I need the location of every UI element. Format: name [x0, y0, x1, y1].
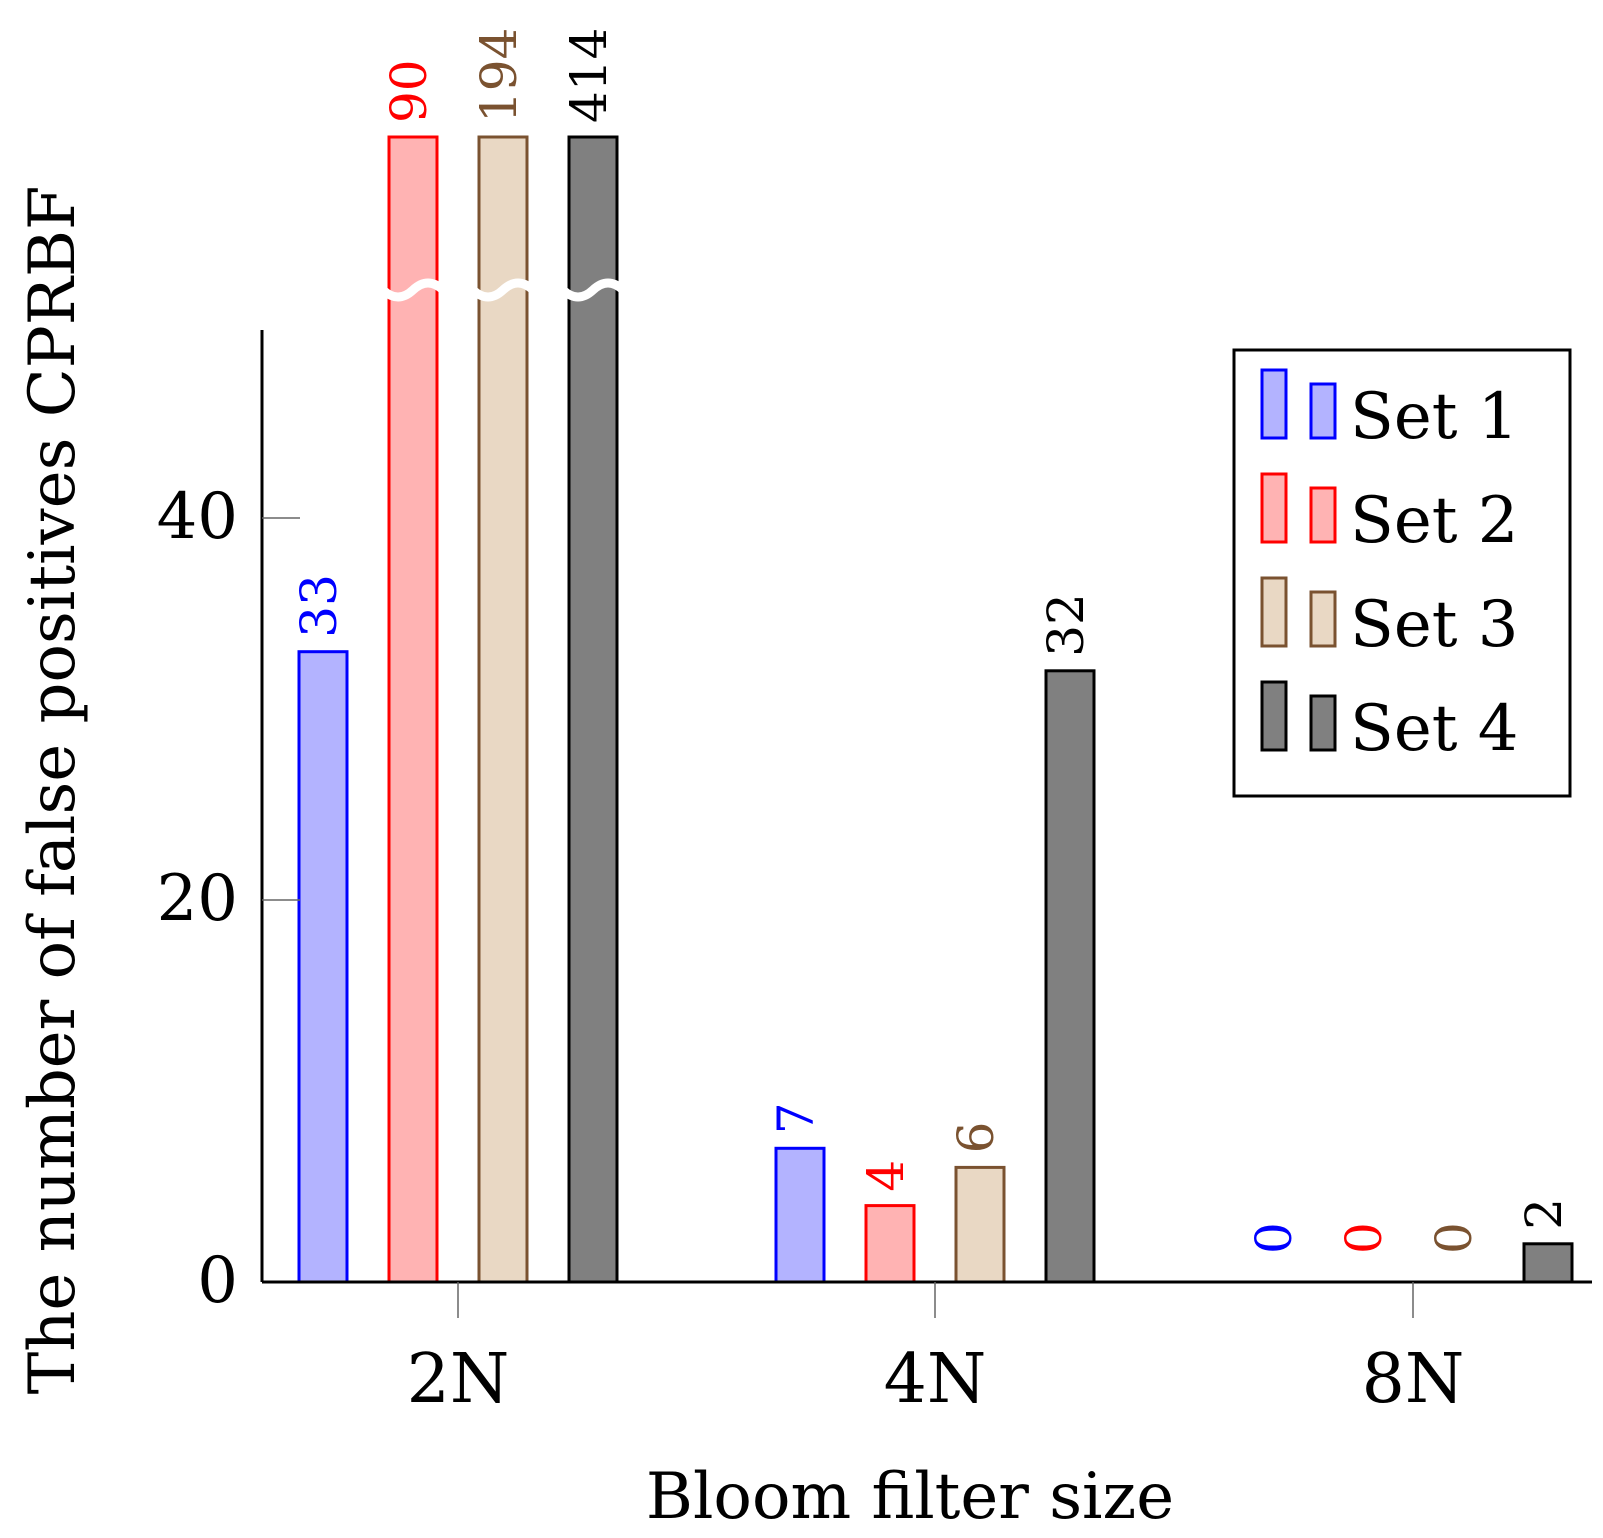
- axis-break-mark: [379, 278, 447, 302]
- data-label: 33: [290, 574, 348, 638]
- data-label: 0: [1245, 1222, 1303, 1254]
- legend-label: Set 2: [1350, 484, 1519, 558]
- x-tick-label: 8N: [1362, 1340, 1465, 1419]
- y-axis-title: The number of false positives CPRBF: [16, 186, 90, 1395]
- bar-set-3-4n: [954, 1165, 1006, 1284]
- x-tick-label: 2N: [407, 1340, 510, 1419]
- data-label: 0: [1335, 1222, 1393, 1254]
- legend-swatch: [1309, 590, 1337, 648]
- legend-swatch: [1309, 694, 1337, 752]
- bar-set-1-4n: [774, 1146, 826, 1284]
- bar-set-3-2n: [477, 135, 529, 1284]
- y-tick-label: 0: [197, 1244, 238, 1318]
- x-axis-title: Bloom filter size: [646, 1460, 1174, 1534]
- data-label: 32: [1037, 593, 1095, 657]
- bar-set-4-8n: [1522, 1242, 1574, 1284]
- y-tick-label: 40: [157, 480, 238, 554]
- data-label: 414: [560, 28, 618, 123]
- legend-swatch-tall: [1260, 576, 1288, 648]
- legend-box: [1232, 348, 1572, 798]
- data-label: 0: [1425, 1222, 1483, 1254]
- bar-set-4-2n: [567, 135, 619, 1284]
- legend-swatch-tall: [1260, 680, 1288, 752]
- y-tick-label: 20: [157, 862, 238, 936]
- bar-set-1-2n: [297, 650, 349, 1284]
- data-label: 194: [470, 28, 528, 123]
- data-label: 90: [380, 59, 438, 123]
- bar-set-4-4n: [1044, 669, 1096, 1284]
- legend-layer: Set 1 Set 2 Set 3 Set 4: [1232, 348, 1572, 798]
- bar-set-2-2n: [387, 135, 439, 1284]
- axis-break-mark: [469, 278, 537, 302]
- data-label: 2: [1515, 1198, 1573, 1230]
- legend-label: Set 3: [1350, 588, 1519, 662]
- data-label: 6: [947, 1122, 1005, 1154]
- bars-layer: [297, 135, 1574, 1284]
- legend-swatch-tall: [1260, 472, 1288, 544]
- legend-label: Set 1: [1350, 380, 1519, 454]
- legend-swatch: [1309, 382, 1337, 440]
- value-labels-layer: 33 7 0 90 4 0 194 6 0 414 32 2: [290, 28, 1573, 1254]
- axis-break-mark: [559, 278, 627, 302]
- bar-set-2-4n: [864, 1204, 916, 1284]
- legend-swatch: [1309, 486, 1337, 544]
- data-label: 4: [857, 1160, 915, 1192]
- legend-label: Set 4: [1350, 692, 1519, 766]
- x-tick-label: 4N: [884, 1340, 987, 1419]
- data-label: 7: [767, 1102, 825, 1134]
- legend-swatch-tall: [1260, 368, 1288, 440]
